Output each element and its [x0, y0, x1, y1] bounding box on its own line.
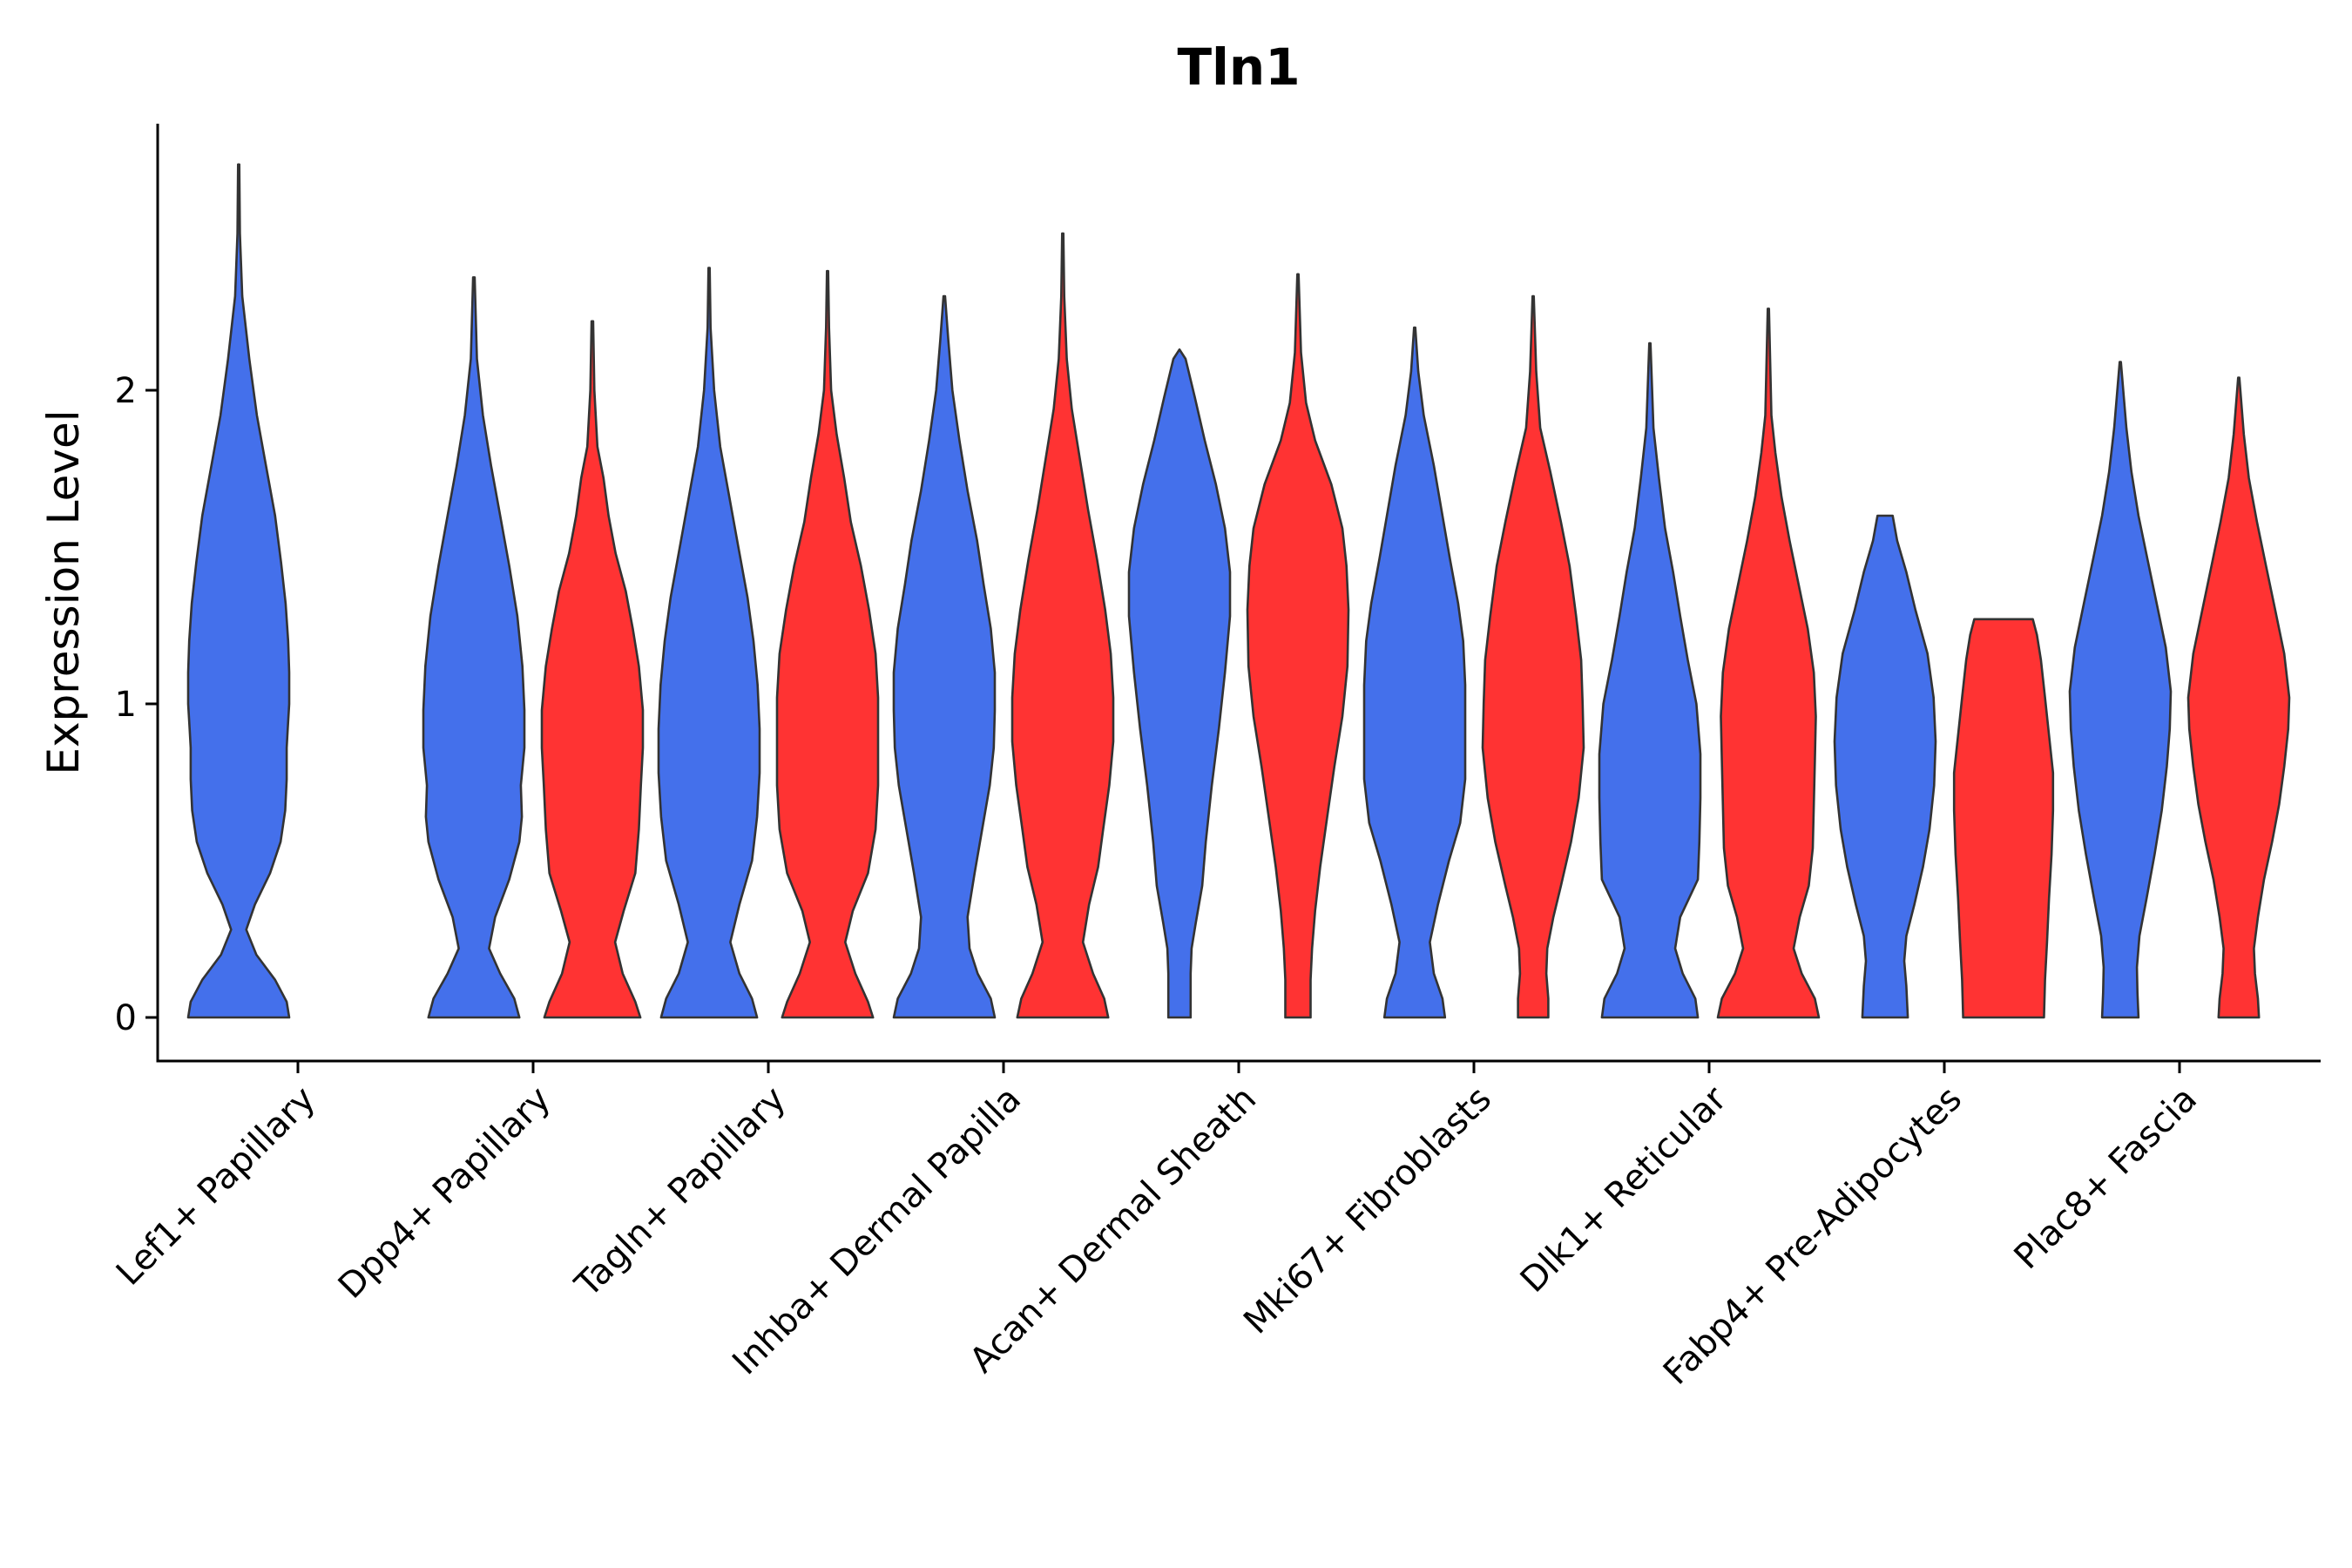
- x-tick-label: Mki67+ Fibroblasts: [1236, 1079, 1499, 1342]
- violin-fabp4-pre-adipocytes-group-a: [1833, 514, 1937, 1019]
- violin-dpp4-papillary-group-b: [540, 320, 645, 1019]
- violin-tagln-papillary-group-a: [657, 267, 761, 1019]
- violin-acan-dermal-sheath-group-b: [1246, 273, 1350, 1019]
- violin-mki67-fibroblasts-group-a: [1362, 326, 1467, 1019]
- y-axis-label: Expression Level: [38, 409, 89, 774]
- violin-dlk1-reticular-group-a: [1598, 341, 1702, 1019]
- violin-plac8-fascia-group-b: [2186, 376, 2291, 1019]
- y-tick-label: 1: [115, 685, 137, 725]
- violin-dpp4-papillary-group-a: [422, 276, 526, 1019]
- x-tick-label: Dpp4+ Papillary: [331, 1079, 558, 1307]
- y-tick-label: 0: [115, 998, 137, 1038]
- x-ticks: Lef1+ Papillary Dpp4+ Papillary Tagln+ Pap…: [109, 1061, 2205, 1393]
- x-tick-label: Lef1+ Papillary: [109, 1079, 323, 1294]
- chart-title: Tln1: [1177, 37, 1300, 97]
- y-tick-label: 2: [115, 371, 137, 411]
- violin-acan-dermal-sheath-group-a: [1127, 348, 1232, 1019]
- y-ticks: 0 1 2: [115, 371, 158, 1038]
- violin-tagln-papillary-group-b: [775, 269, 880, 1019]
- violin-inhba-dermal-papilla-group-a: [892, 294, 997, 1019]
- violin-plac8-fascia-group-a: [2068, 361, 2173, 1019]
- violin-mki67-fibroblasts-group-b: [1481, 294, 1585, 1019]
- x-tick-label: Dlk1+ Reticular: [1513, 1078, 1735, 1301]
- violins: [186, 163, 2291, 1019]
- violin-inhba-dermal-papilla-group-b: [1010, 232, 1115, 1019]
- x-tick-label: Tagln+ Papillary: [567, 1079, 794, 1306]
- violin-dlk1-reticular-group-b: [1716, 308, 1821, 1019]
- x-tick-label: Plac8+ Fascia: [2007, 1079, 2206, 1278]
- violin-fabp4-pre-adipocytes-group-b: [1952, 618, 2055, 1019]
- violin-lef1-papillary-group-a: [186, 163, 291, 1019]
